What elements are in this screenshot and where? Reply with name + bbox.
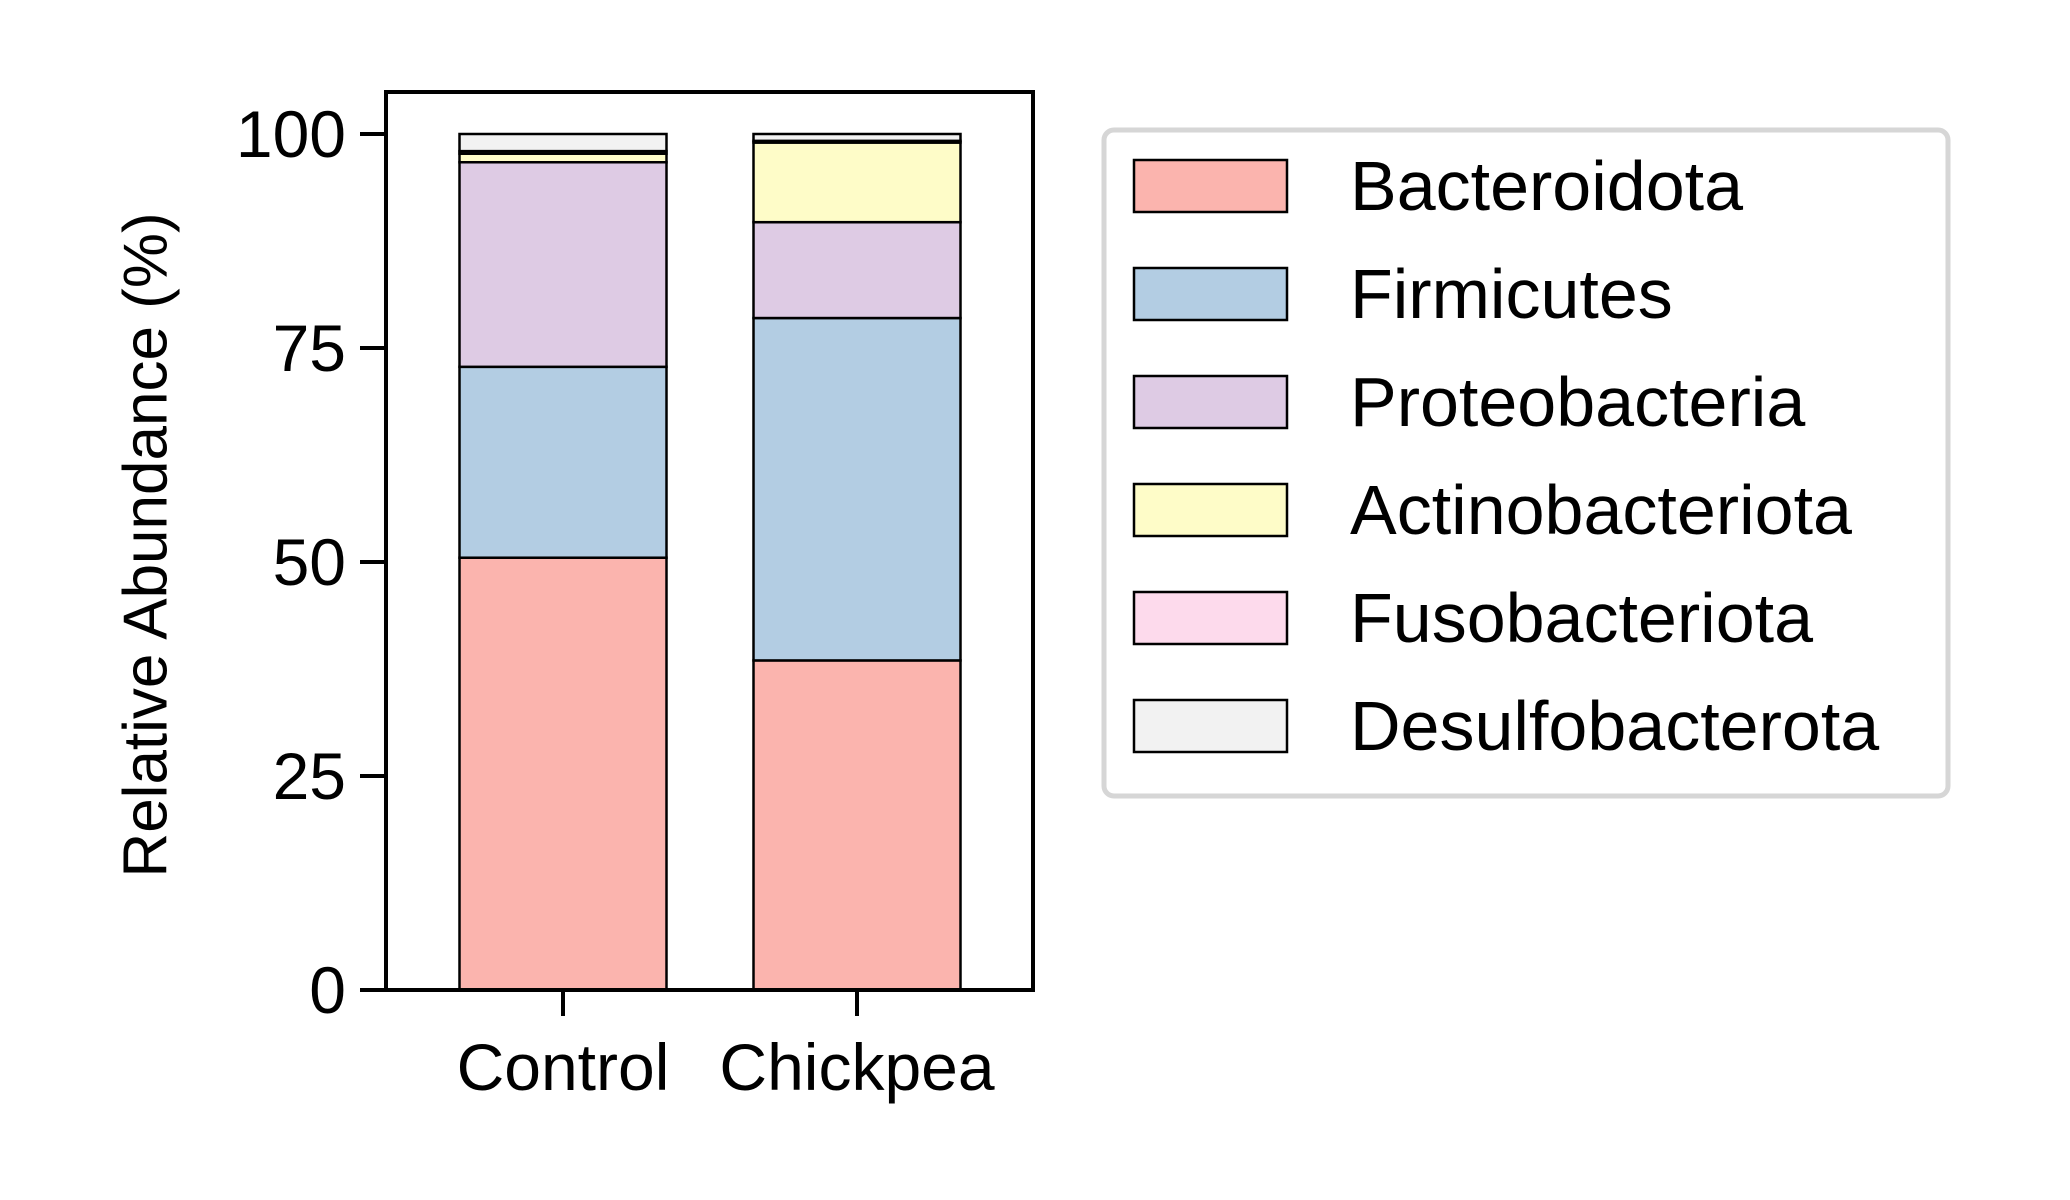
bar-segment-control-proteobacteria <box>458 160 668 369</box>
legend-swatch-fusobacteriota <box>1132 590 1289 646</box>
legend-label-proteobacteria: Proteobacteria <box>1350 363 1805 441</box>
y-tick-label-50: 50 <box>273 525 346 599</box>
bar-segment-chickpea-actinobacteriota <box>752 141 962 224</box>
bar-segment-chickpea-proteobacteria <box>752 220 962 320</box>
bar-segment-control-firmicutes <box>458 365 668 559</box>
legend-label-firmicutes: Firmicutes <box>1350 255 1673 333</box>
plot-frame <box>384 90 1035 992</box>
legend-label-bacteroidota: Bacteroidota <box>1350 147 1743 225</box>
x-tick-label-control: Control <box>457 1030 670 1104</box>
bar-segment-chickpea-desulfobacterota <box>752 132 962 143</box>
legend-swatch-desulfobacterota <box>1132 698 1289 754</box>
y-tick-label-100: 100 <box>236 97 346 171</box>
x-tick-label-chickpea: Chickpea <box>719 1030 994 1104</box>
legend-swatch-proteobacteria <box>1132 374 1289 430</box>
legend-label-actinobacteriota: Actinobacteriota <box>1350 471 1852 549</box>
y-tick-label-25: 25 <box>273 739 346 813</box>
y-tick-label-0: 0 <box>309 953 346 1027</box>
y-axis-title: Relative Abundance (%) <box>111 212 180 877</box>
bar-segment-control-actinobacteriota <box>458 152 668 164</box>
bar-segment-control-desulfobacterota <box>458 132 668 153</box>
legend: Bacteroidota Firmicutes Proteobacteria Acti… <box>1101 127 1951 799</box>
legend-swatch-bacteroidota <box>1132 158 1289 214</box>
bar-segment-control-bacteroidota <box>458 556 668 992</box>
legend-swatch-actinobacteriota <box>1132 482 1289 538</box>
legend-label-desulfobacterota: Desulfobacterota <box>1350 687 1879 765</box>
x-axis: Control Chickpea <box>457 990 995 1104</box>
legend-label-fusobacteriota: Fusobacteriota <box>1350 579 1813 657</box>
bar-segment-chickpea-bacteroidota <box>752 659 962 992</box>
legend-frame <box>1101 127 1951 799</box>
y-tick-label-75: 75 <box>273 311 346 385</box>
y-axis: 0 25 50 75 100 <box>236 97 386 1027</box>
bars-layer <box>458 132 962 992</box>
legend-swatch-firmicutes <box>1132 266 1289 322</box>
bar-segment-chickpea-firmicutes <box>752 316 962 662</box>
